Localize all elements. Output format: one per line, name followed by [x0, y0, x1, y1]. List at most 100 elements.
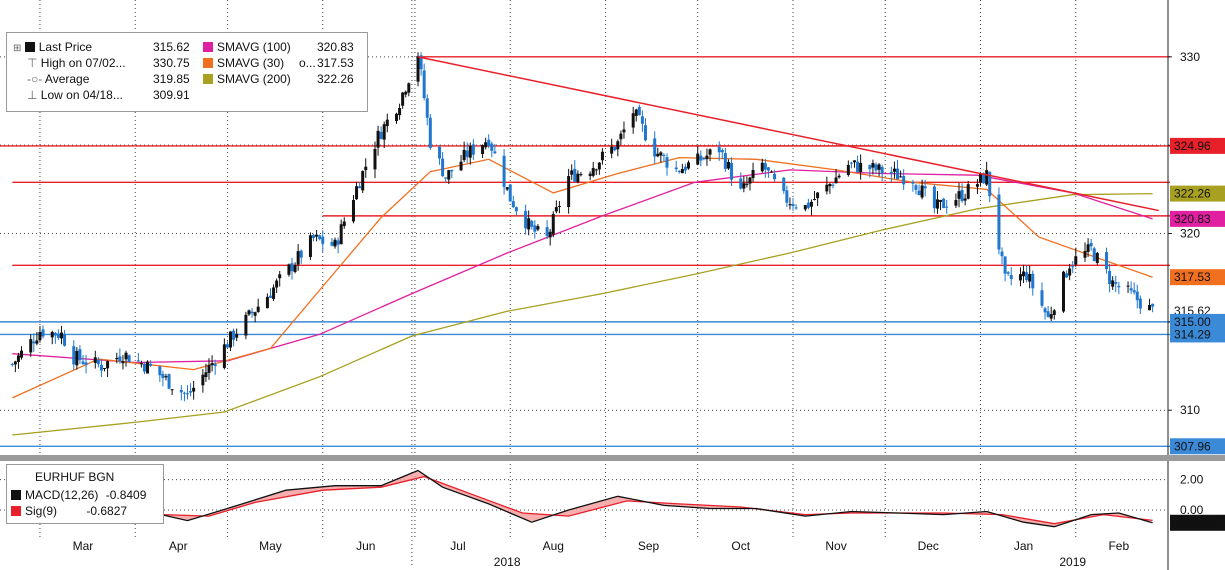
candle-body — [103, 368, 107, 370]
candle-body — [533, 225, 537, 232]
candle-body — [93, 357, 97, 363]
legend-value: 322.26 — [317, 72, 354, 86]
candle-body — [773, 173, 777, 180]
candle-body — [1089, 242, 1093, 247]
legend-macd: MACD(12,26) -0.8409 — [11, 487, 146, 503]
candle-body — [459, 161, 463, 171]
candle-body — [902, 175, 906, 185]
candle-body — [1132, 290, 1136, 293]
candle-body — [99, 364, 103, 371]
candle-body — [364, 166, 368, 171]
candle-body — [318, 235, 322, 240]
candle-body — [256, 306, 260, 312]
candle-body — [376, 130, 380, 148]
candle-body — [444, 177, 448, 179]
candle-body — [856, 161, 860, 172]
legend-swatch-sma30 — [203, 58, 213, 68]
price-label-box — [1170, 313, 1225, 330]
candle-body — [634, 109, 638, 116]
candle-body — [782, 177, 786, 192]
legend-average: -○- Average — [27, 71, 89, 87]
candle-body — [20, 350, 24, 358]
legend-swatch-sma200 — [203, 74, 213, 84]
candle-body — [637, 106, 641, 116]
candle-body — [35, 340, 39, 344]
candle-body — [1151, 303, 1155, 307]
candle-body — [548, 231, 552, 238]
candle-body — [828, 183, 832, 187]
candle-body — [404, 91, 408, 95]
candle-body — [422, 70, 426, 99]
candle-body — [1043, 308, 1047, 313]
candle-body — [1000, 251, 1004, 257]
candle-body — [923, 186, 927, 189]
candle-body — [551, 214, 555, 235]
candle-body — [511, 201, 515, 208]
candle-body — [597, 162, 601, 170]
y-tick-label: 320 — [1180, 227, 1200, 241]
legend-label: Average — [44, 72, 90, 86]
candle-body — [38, 332, 42, 341]
candle-body — [889, 171, 893, 174]
price-label-text: 320.83 — [1174, 212, 1211, 226]
x-month-label: Nov — [825, 539, 846, 553]
candle-body — [149, 363, 153, 366]
candle-body — [321, 236, 325, 244]
candle-body — [763, 163, 767, 170]
candle-body — [640, 116, 644, 124]
candle-body — [312, 234, 316, 238]
macd-fill — [12, 470, 1150, 527]
candle-body — [1031, 273, 1035, 289]
level-lines — [0, 56, 1170, 447]
candle-body — [407, 83, 411, 93]
candle-body — [210, 363, 214, 366]
candle-body — [59, 332, 63, 339]
candle-body — [896, 168, 900, 180]
candle-body — [505, 187, 509, 190]
sma200-line — [12, 192, 1153, 436]
candle-body — [674, 167, 678, 170]
candle-body — [708, 149, 712, 155]
candle-body — [13, 361, 17, 365]
candle-body — [997, 194, 1001, 250]
macd-title: EURHUF BGN — [35, 470, 115, 484]
candle-body — [508, 184, 512, 202]
candle-body — [594, 169, 598, 171]
legend-swatch-sig — [11, 506, 21, 516]
candle-body — [739, 178, 743, 189]
candle-body — [653, 138, 657, 157]
candle-body — [554, 207, 558, 212]
candle-body — [785, 190, 789, 203]
candle-body — [760, 162, 764, 172]
x-year-label: 2019 — [1059, 555, 1086, 569]
candle-body — [41, 329, 45, 337]
cross-icon: ⊞ — [13, 43, 22, 54]
candle-body — [272, 287, 276, 299]
candle-body — [699, 155, 703, 161]
candle-body — [189, 391, 193, 393]
candle-body — [748, 177, 752, 184]
candle-body — [1028, 274, 1032, 282]
candle-body — [576, 173, 580, 183]
x-month-label: May — [259, 539, 282, 553]
candle-body — [253, 312, 257, 316]
candle-body — [146, 361, 150, 374]
candle-body — [493, 151, 497, 154]
candle-body — [1092, 248, 1096, 261]
candle-body — [868, 165, 872, 170]
candle-body — [1138, 298, 1142, 309]
macd-panel: 0.00 2.00 -0.8409 — [0, 469, 1225, 531]
legend-sma100: SMAVG (100) — [203, 39, 291, 55]
candle-body — [398, 108, 402, 116]
legend-label: Sig(9) — [25, 504, 58, 518]
candle-body — [299, 250, 303, 258]
candle-body — [600, 151, 604, 161]
candle-body — [1108, 270, 1112, 285]
candle-body — [490, 143, 494, 151]
candle-body — [78, 349, 82, 361]
candle-body — [975, 184, 979, 187]
legend-sma30: SMAVG (30) — [203, 55, 284, 71]
candle-body — [72, 346, 76, 365]
legend-value: 319.85 — [153, 72, 190, 86]
